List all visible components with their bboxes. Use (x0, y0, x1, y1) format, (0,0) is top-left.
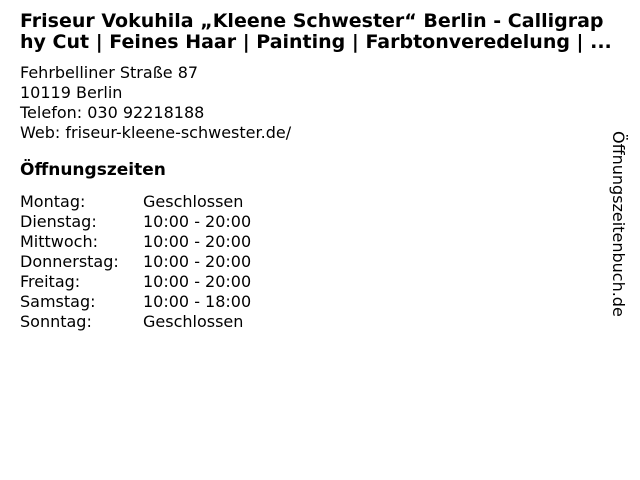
table-row: Donnerstag: 10:00 - 20:00 (20, 252, 251, 272)
day-label: Freitag: (20, 272, 81, 291)
table-row: Sonntag: Geschlossen (20, 312, 251, 332)
table-row: Samstag: 10:00 - 18:00 (20, 292, 251, 312)
hours-value: 10:00 - 20:00 (143, 272, 252, 291)
hours-value: 10:00 - 20:00 (143, 252, 252, 271)
day-label: Mittwoch: (20, 232, 98, 251)
table-row: Freitag: 10:00 - 20:00 (20, 272, 251, 292)
phone-label: Telefon: (20, 103, 83, 122)
page-title: Friseur Vokuhila „Kleene Schwester“ Berl… (20, 11, 640, 53)
day-label: Dienstag: (20, 212, 97, 231)
web-label: Web: (20, 123, 61, 142)
hours-value: 10:00 - 20:00 (143, 232, 252, 251)
hours-value: 10:00 - 18:00 (143, 292, 252, 311)
page-title-line2: hy Cut | Feines Haar | Painting | Farbto… (20, 32, 612, 53)
opening-hours-heading: Öffnungszeiten (20, 160, 166, 180)
day-label: Sonntag: (20, 312, 92, 331)
phone-line: Telefon: 030 92218188 (20, 103, 291, 123)
hours-value: 10:00 - 20:00 (143, 212, 252, 231)
table-row: Montag: Geschlossen (20, 192, 251, 212)
hours-value: Geschlossen (143, 312, 244, 331)
website-link[interactable]: friseur-kleene-schwester.de/ (65, 123, 292, 142)
page-title-line1: Friseur Vokuhila „Kleene Schwester“ Berl… (20, 11, 604, 32)
table-row: Dienstag: 10:00 - 20:00 (20, 212, 251, 232)
web-line: Web: friseur-kleene-schwester.de/ (20, 123, 291, 143)
watermark-link[interactable]: Öffnungszeitenbuch.de (609, 131, 628, 317)
phone-number: 030 92218188 (87, 103, 205, 122)
contact-info: Fehrbelliner Straße 87 10119 Berlin Tele… (20, 63, 291, 143)
hours-value: Geschlossen (143, 192, 244, 211)
table-row: Mittwoch: 10:00 - 20:00 (20, 232, 251, 252)
opening-hours-table: Montag: Geschlossen Dienstag: 10:00 - 20:0… (20, 192, 251, 332)
street-address: Fehrbelliner Straße 87 (20, 63, 199, 82)
day-label: Samstag: (20, 292, 96, 311)
day-label: Donnerstag: (20, 252, 119, 271)
postal-city: 10119 Berlin (20, 83, 123, 102)
day-label: Montag: (20, 192, 86, 211)
